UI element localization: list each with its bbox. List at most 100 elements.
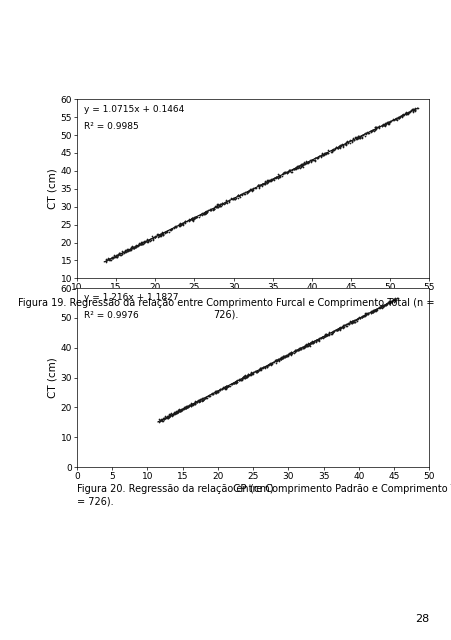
Point [355,133,362,143]
Point [361,308,368,318]
Point [295,345,302,355]
Point [333,323,340,333]
Point [338,322,345,332]
Point [170,221,178,231]
Point [195,397,202,407]
Point [374,303,382,313]
Point [306,338,313,348]
Point [301,340,308,350]
Point [368,125,375,136]
Point [263,362,270,372]
Point [224,381,231,391]
Point [371,122,378,132]
Point [137,239,144,250]
Point [287,166,295,177]
Point [262,177,270,188]
Point [171,408,179,418]
Point [350,135,357,145]
Point [172,221,179,231]
Point [290,163,298,173]
Point [249,183,256,193]
Point [212,202,219,212]
Point [322,330,329,340]
Point [165,411,172,421]
Point [168,410,175,420]
Point [377,302,384,312]
Point [238,190,245,200]
Point [305,339,312,349]
Point [159,229,166,239]
Point [342,137,349,147]
Point [390,294,397,304]
Point [231,376,239,387]
Point [274,355,281,365]
Point [360,128,368,138]
Point [221,381,228,392]
Point [216,202,224,212]
Point [211,386,218,396]
Point [395,112,402,122]
Point [381,120,388,130]
Point [261,178,268,188]
Point [163,412,170,422]
Point [354,133,361,143]
Point [291,164,298,174]
Point [261,177,268,187]
Point [128,243,135,253]
Point [243,188,250,198]
Point [202,392,209,403]
Point [233,375,240,385]
Point [284,349,291,360]
Point [162,413,170,423]
Point [342,319,349,329]
Point [309,337,317,347]
Point [263,178,270,188]
Point [112,252,119,262]
Point [392,115,399,125]
Point [306,338,313,348]
Point [357,311,364,321]
Point [247,368,254,378]
Point [259,179,267,189]
Point [108,253,115,263]
Point [277,353,285,363]
Point [308,337,316,347]
Point [386,297,393,307]
Point [386,298,393,308]
Point [131,242,138,252]
Point [207,205,214,216]
Point [368,307,375,317]
Point [212,386,219,396]
Point [118,248,125,259]
Point [230,377,238,387]
Point [387,116,394,127]
Point [158,415,166,426]
Point [217,199,225,209]
Point [381,120,388,130]
Point [411,105,418,115]
Point [396,111,404,121]
Point [155,417,162,427]
Point [202,392,209,402]
Point [158,229,165,239]
Point [158,229,166,239]
Point [169,410,176,420]
Point [322,329,329,339]
Point [235,376,242,386]
Point [297,343,304,353]
Point [240,372,247,383]
Point [361,308,368,319]
Point [187,400,194,410]
Point [267,175,274,186]
Point [115,249,122,259]
Point [409,106,416,116]
Point [292,163,299,173]
Point [311,153,318,163]
Point [116,250,124,260]
Point [293,163,300,173]
Point [292,163,299,173]
Point [359,129,366,140]
Point [249,185,256,195]
Point [353,316,360,326]
Point [188,214,195,224]
